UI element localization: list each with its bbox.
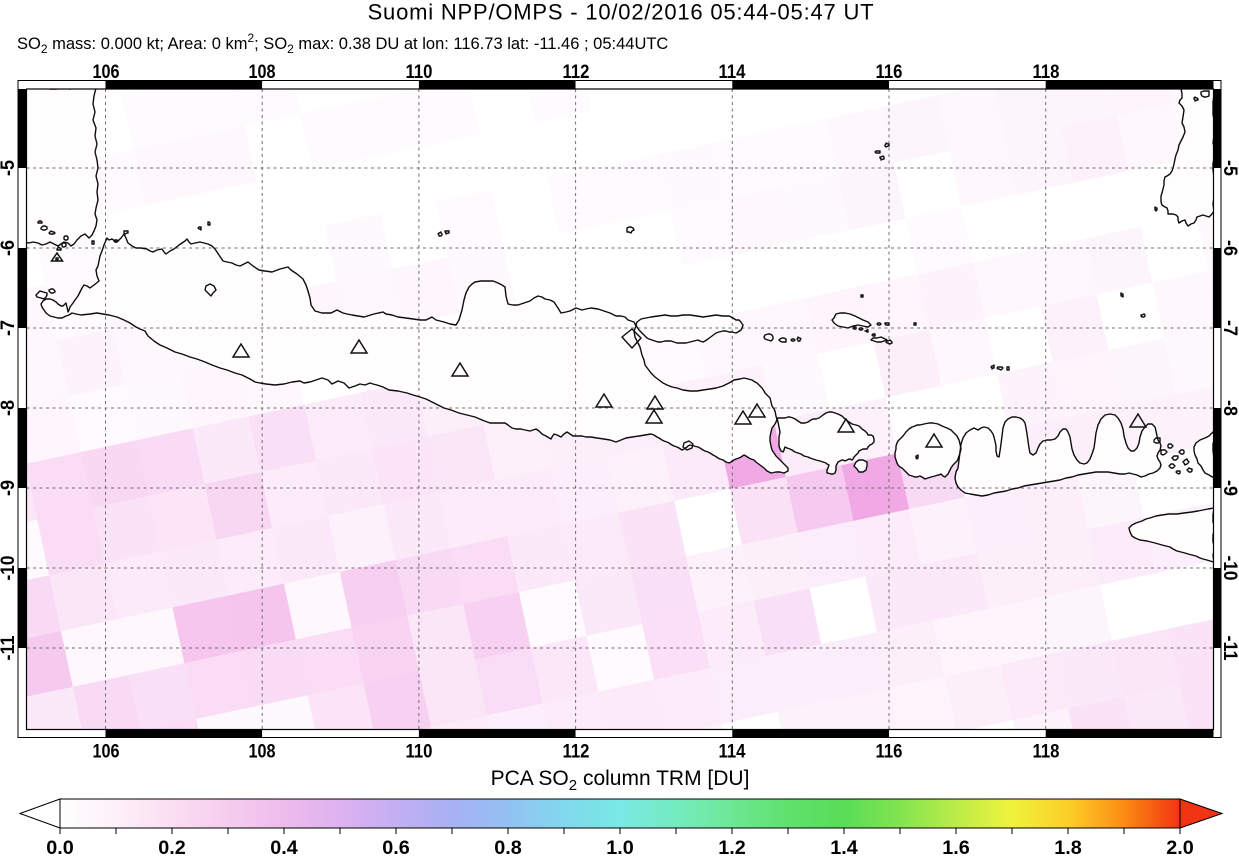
svg-text:112: 112 [563,741,590,763]
svg-text:-5: -5 [1219,160,1239,176]
svg-text:112: 112 [563,61,590,83]
svg-text:-5: -5 [0,160,19,176]
svg-text:-9: -9 [0,480,19,496]
svg-text:110: 110 [406,61,433,83]
svg-text:-8: -8 [1219,400,1239,416]
svg-text:-11: -11 [1219,636,1239,661]
svg-text:1.4: 1.4 [830,837,858,855]
svg-text:1.8: 1.8 [1054,837,1082,855]
svg-text:-11: -11 [0,635,19,660]
svg-text:116: 116 [876,741,903,763]
svg-text:-7: -7 [1219,320,1239,336]
svg-text:1.0: 1.0 [606,837,634,855]
svg-text:0.6: 0.6 [382,837,410,855]
svg-text:108: 108 [249,741,276,763]
svg-text:1.6: 1.6 [942,837,970,855]
svg-text:0.8: 0.8 [494,837,522,855]
svg-text:-10: -10 [1219,556,1239,581]
svg-text:PCA SO2 column TRM [DU]: PCA SO2 column TRM [DU] [491,767,750,794]
svg-text:114: 114 [719,741,746,763]
svg-text:106: 106 [93,61,120,83]
svg-text:0.4: 0.4 [270,837,298,855]
svg-text:118: 118 [1033,741,1060,763]
svg-text:-7: -7 [0,320,19,336]
svg-text:0.0: 0.0 [46,837,74,855]
svg-text:110: 110 [406,741,433,763]
svg-text:2.0: 2.0 [1166,837,1194,855]
svg-text:Suomi NPP/OMPS - 10/02/2016 05: Suomi NPP/OMPS - 10/02/2016 05:44-05:47 … [368,0,875,25]
svg-text:-8: -8 [0,400,19,416]
svg-text:-6: -6 [0,240,19,256]
svg-text:116: 116 [876,61,903,83]
svg-text:SO2 mass: 0.000 kt; Area: 0 km: SO2 mass: 0.000 kt; Area: 0 km2; SO2 max… [17,31,668,56]
svg-text:108: 108 [249,61,276,83]
svg-text:0.2: 0.2 [158,837,186,855]
svg-text:1.2: 1.2 [718,837,746,855]
svg-text:-9: -9 [1219,480,1239,496]
svg-text:106: 106 [93,741,120,763]
svg-text:-6: -6 [1219,240,1239,256]
svg-text:-10: -10 [0,555,19,580]
svg-text:118: 118 [1033,61,1060,83]
svg-text:114: 114 [719,61,746,83]
